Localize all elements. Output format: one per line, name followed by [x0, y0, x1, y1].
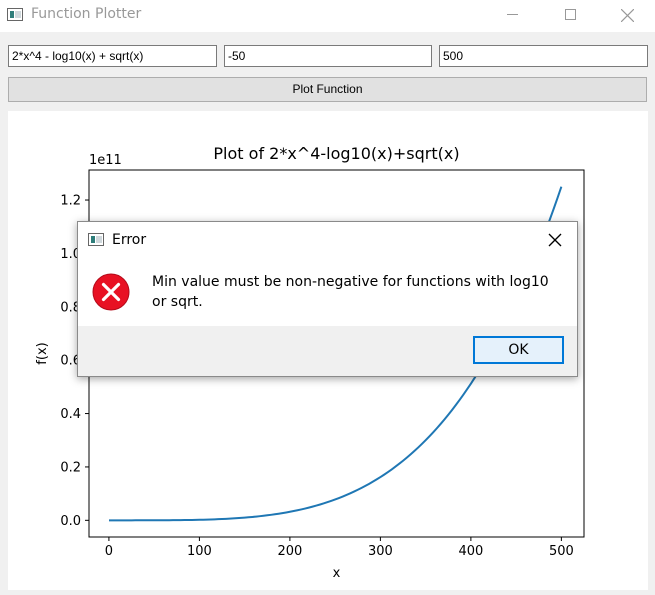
error-dialog: Error Min value must be non-negative for…	[77, 221, 578, 377]
chart-title: Plot of 2*x^4-log10(x)+sqrt(x)	[213, 144, 459, 163]
title-bar: Function Plotter	[0, 0, 655, 32]
min-value-input[interactable]: -50	[224, 45, 432, 67]
y-axis-label: f(x)	[35, 342, 50, 364]
error-icon	[92, 273, 130, 311]
error-message: Min value must be non-negative for funct…	[152, 274, 549, 310]
y-tick-label: 0.0	[60, 514, 81, 529]
app-window-icon	[7, 8, 23, 21]
y-tick-label: 1.2	[60, 194, 81, 209]
y-tick-label: 0.4	[60, 407, 81, 422]
x-tick-label: 500	[549, 544, 574, 559]
plot-function-button[interactable]: Plot Function	[8, 77, 647, 102]
x-tick-label: 100	[187, 544, 212, 559]
y-offset-label: 1e11	[89, 153, 122, 168]
y-tick-label: 0.2	[60, 460, 81, 475]
window-title: Function Plotter	[31, 6, 142, 22]
y-tick-label: 0.8	[60, 300, 81, 315]
dialog-body: Error Min value must be non-negative for…	[78, 222, 577, 326]
close-icon	[621, 9, 634, 22]
dialog-title: Error	[112, 232, 147, 248]
y-tick-label: 0.6	[60, 354, 81, 369]
max-value-input[interactable]: 500	[439, 45, 648, 67]
x-tick-label: 300	[368, 544, 393, 559]
dialog-close-icon[interactable]	[546, 231, 564, 249]
ok-button[interactable]: OK	[473, 336, 564, 364]
y-tick-label: 1.0	[60, 247, 81, 262]
x-tick-label: 200	[277, 544, 302, 559]
x-tick-label: 400	[458, 544, 483, 559]
close-window-button[interactable]	[599, 0, 655, 32]
x-axis-label: x	[333, 566, 341, 581]
dialog-window-icon	[88, 233, 104, 246]
function-input[interactable]: 2*x^4 - log10(x) + sqrt(x)	[8, 45, 217, 67]
maximize-button[interactable]	[541, 0, 599, 32]
minimize-button[interactable]	[483, 0, 541, 32]
x-tick-label: 0	[105, 544, 113, 559]
